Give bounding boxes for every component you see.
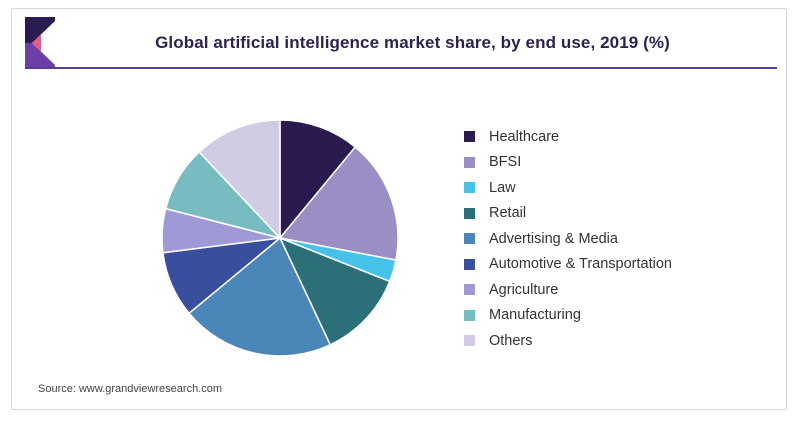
- legend-swatch: [464, 131, 475, 143]
- brand-logo: [25, 17, 55, 69]
- legend-swatch: [464, 258, 475, 270]
- legend-label: Automotive & Transportation: [489, 256, 672, 273]
- pie-slice-retail: [278, 236, 391, 346]
- legend-swatch: [464, 284, 475, 296]
- legend-label: Healthcare: [489, 128, 560, 145]
- legend-item: Healthcare: [464, 124, 672, 150]
- legend-label: Agriculture: [489, 281, 559, 298]
- legend-item: BFSI: [464, 150, 672, 176]
- pie-slice-advertising-media: [188, 236, 332, 357]
- legend-label: Law: [489, 179, 516, 196]
- chart-title: Global artificial intelligence market sh…: [155, 33, 670, 52]
- legend-swatch: [464, 309, 475, 321]
- chart-legend: Healthcare BFSI Law Retail Advertising & Med…: [464, 124, 672, 354]
- legend-item: Others: [464, 328, 672, 354]
- legend-label: Advertising & Media: [489, 230, 618, 247]
- pie-chart: [161, 119, 399, 357]
- legend-item: Retail: [464, 201, 672, 227]
- legend-item: Advertising & Media: [464, 226, 672, 252]
- pie-slice-bfsi: [278, 146, 399, 261]
- title-divider: [25, 67, 777, 69]
- chart-card: [11, 8, 787, 410]
- legend-item: Law: [464, 175, 672, 201]
- legend-item: Agriculture: [464, 277, 672, 303]
- legend-swatch: [464, 233, 475, 245]
- legend-item: Automotive & Transportation: [464, 252, 672, 278]
- legend-label: BFSI: [489, 154, 522, 171]
- source-note: Source: www.grandviewresearch.com: [38, 383, 223, 395]
- legend-label: Others: [489, 332, 533, 349]
- legend-label: Retail: [489, 205, 527, 222]
- pie-slice-healthcare: [279, 119, 357, 241]
- legend-label: Manufacturing: [489, 307, 581, 324]
- pie-slice-others: [198, 119, 281, 240]
- legend-swatch: [464, 156, 475, 168]
- legend-swatch: [464, 207, 475, 219]
- legend-swatch: [464, 335, 475, 347]
- legend-swatch: [464, 182, 475, 194]
- legend-item: Manufacturing: [464, 303, 672, 329]
